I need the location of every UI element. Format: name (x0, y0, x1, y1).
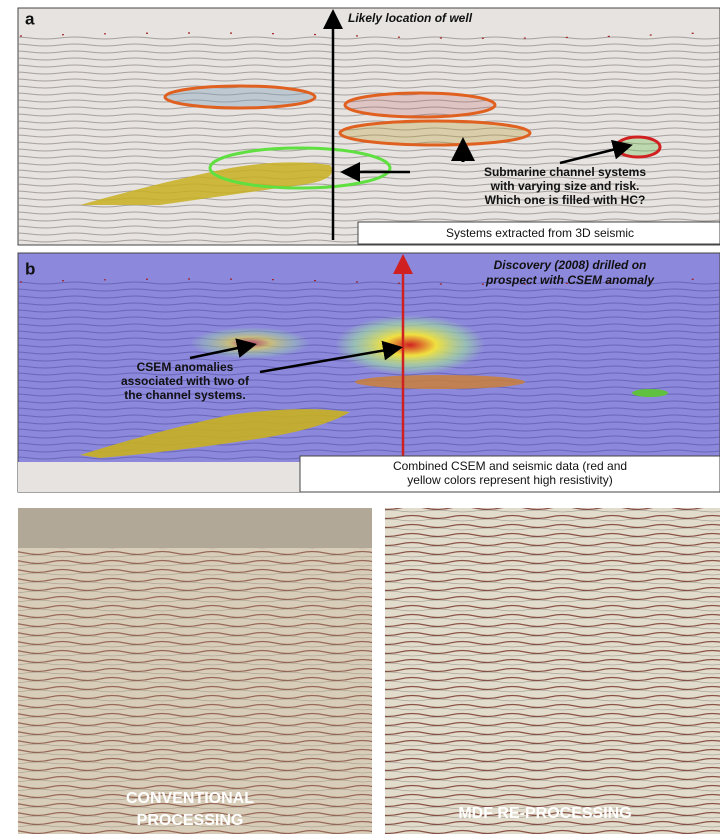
caption: Combined CSEM and seismic data (red and (393, 459, 627, 473)
ellipse (338, 119, 532, 147)
ellipse (343, 91, 497, 119)
ellipse (208, 146, 392, 190)
panel-label: a (25, 9, 35, 28)
caption-box (299, 455, 720, 493)
panel-bg (18, 462, 300, 492)
caption-box (357, 221, 720, 245)
panel-label: MDF RE-PROCESSING (458, 805, 631, 822)
arrow (559, 139, 633, 165)
channel-body (355, 375, 525, 389)
channel-body (80, 409, 350, 458)
seismic-texture (18, 35, 720, 245)
channel-body (632, 389, 668, 397)
caption: yellow colors represent high resistivity… (407, 473, 612, 487)
discovery-label: prospect with CSEM anomaly (485, 273, 655, 287)
arrow (189, 338, 257, 360)
noise-band (18, 508, 372, 548)
bottom-left: CONVENTIONAL PROCESSING (18, 508, 372, 834)
arrow (259, 340, 403, 374)
callout: Submarine channel systems (484, 165, 646, 179)
callout: with varying size and risk. (490, 179, 640, 193)
callout: the channel systems. (124, 388, 245, 402)
bottom-right: MDF RE-PROCESSING (385, 508, 720, 834)
channel-body (80, 162, 332, 205)
seismic-texture (385, 508, 720, 834)
seismic-texture (18, 548, 372, 834)
callout: CSEM anomalies (137, 360, 234, 374)
caption: Systems extracted from 3D seismic (446, 226, 634, 240)
panel-b: b Discovery (2008) drilled on prospect w… (17, 252, 720, 493)
panel-label: PROCESSING (137, 812, 244, 829)
callout: associated with two of (121, 374, 250, 388)
callout: Which one is filled with HC? (485, 193, 646, 207)
csem-anomaly (335, 315, 485, 375)
panel-label: CONVENTIONAL (126, 790, 254, 807)
ellipse (163, 84, 317, 110)
panel-label: b (25, 259, 35, 278)
panel-a: a Likely location of well Submarine chan… (17, 7, 720, 246)
discovery-label: Discovery (2008) drilled on (494, 258, 647, 272)
well-label: Likely location of well (348, 11, 473, 25)
